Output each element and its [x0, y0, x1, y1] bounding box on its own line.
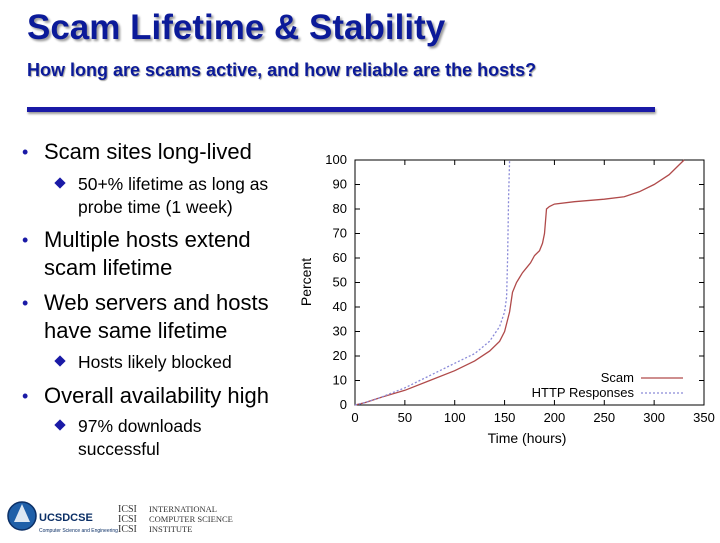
bullet-item: • Scam sites long-lived	[22, 138, 304, 166]
sub-bullet-item: 50+% lifetime as long as probe time (1 w…	[54, 173, 303, 219]
sub-bullet-text: Hosts likely blocked	[78, 352, 232, 372]
bullet-item: • Web servers and hosts have same lifeti…	[22, 289, 304, 345]
icsi-mark: ICSI	[118, 504, 137, 515]
y-tick-label: 40	[333, 299, 347, 314]
x-tick-label: 200	[544, 410, 566, 425]
icsi-line3: INSTITUTE	[149, 524, 192, 534]
y-tick-label: 90	[333, 177, 347, 192]
slide-subtitle: How long are scams active, and how relia…	[27, 60, 537, 80]
sub-bullet-item: 97% downloads successful	[54, 415, 278, 461]
sub-bullet-text: 50+% lifetime as long as probe time (1 w…	[78, 174, 269, 217]
bullet-text: Web servers and hosts have same lifetime	[44, 290, 269, 343]
x-tick-label: 300	[643, 410, 665, 425]
bullet-dot-icon: •	[22, 142, 29, 162]
x-tick-label: 0	[351, 410, 358, 425]
y-tick-label: 100	[325, 152, 347, 167]
y-tick-label: 80	[333, 201, 347, 216]
diamond-bullet-icon	[54, 419, 66, 431]
y-tick-label: 50	[333, 275, 347, 290]
x-tick-label: 250	[593, 410, 615, 425]
bullet-dot-icon: •	[22, 230, 29, 250]
ucsd-logo: UCSDCSE Computer Science and Engineering	[7, 501, 118, 534]
title-divider	[27, 107, 655, 112]
icsi-line2: COMPUTER SCIENCE	[149, 514, 233, 524]
series-line-scam	[354, 159, 685, 406]
bullet-list: • Scam sites long-lived 50+% lifetime as…	[0, 0, 310, 470]
y-tick-label: 0	[340, 397, 347, 412]
footer-logos: UCSDCSE Computer Science and Engineering…	[6, 492, 256, 538]
icsi-mark: ICSI	[118, 524, 137, 535]
icsi-line1: INTERNATIONAL	[149, 504, 217, 514]
x-axis-label: Time (hours)	[488, 430, 567, 446]
plot-frame	[354, 159, 705, 406]
diamond-bullet-icon	[54, 177, 66, 189]
bullet-text: Scam sites long-lived	[44, 139, 252, 164]
legend-label-scam: Scam	[601, 370, 634, 385]
x-tick-label: 350	[693, 410, 715, 425]
slide-title: Scam Lifetime & Stability	[27, 8, 446, 47]
series-line-http-responses	[354, 159, 511, 406]
y-tick-label: 20	[333, 348, 347, 363]
y-tick-label: 60	[333, 250, 347, 265]
icsi-logo: ICSI ICSI ICSI INTERNATIONAL COMPUTER SC…	[118, 504, 233, 535]
icsi-mark: ICSI	[118, 514, 137, 525]
y-tick-label: 10	[333, 373, 347, 388]
sub-bullet-item: Hosts likely blocked	[54, 351, 303, 374]
chart-legend: Scam HTTP Responses	[532, 370, 683, 400]
bullet-text: Multiple hosts extend scam lifetime	[44, 227, 251, 280]
diamond-bullet-icon	[54, 355, 66, 367]
bullet-dot-icon: •	[22, 386, 29, 406]
bullet-item: • Overall availability high	[22, 382, 304, 410]
lifetime-chart: 0 10 20 30 40 50 60 70 80 90 100 0 50 100 150 200 250 30…	[298, 145, 716, 455]
ucsd-logo-tagline: Computer Science and Engineering	[39, 528, 118, 534]
bullet-text: Overall availability high	[44, 383, 269, 408]
y-tick-label: 30	[333, 324, 347, 339]
sub-bullet-text: 97% downloads successful	[78, 416, 202, 459]
ucsd-logo-text: UCSDCSE	[39, 512, 93, 524]
x-tick-label: 100	[444, 410, 466, 425]
x-tick-label: 150	[494, 410, 516, 425]
lifetime-chart-svg: 0 10 20 30 40 50 60 70 80 90 100 0 50 100 150 200 250 30…	[298, 152, 715, 446]
y-tick-label: 70	[333, 226, 347, 241]
bullet-item: • Multiple hosts extend scam lifetime	[22, 226, 284, 282]
bullet-dot-icon: •	[22, 293, 29, 313]
x-tick-label: 50	[398, 410, 412, 425]
y-axis-label: Percent	[298, 258, 314, 306]
legend-label-http: HTTP Responses	[532, 385, 635, 400]
